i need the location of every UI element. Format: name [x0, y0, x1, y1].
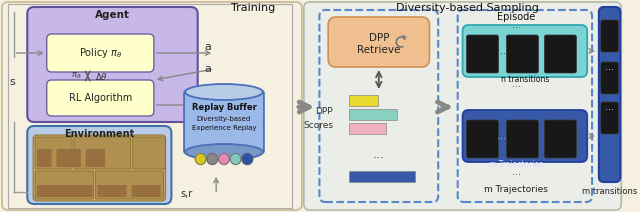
FancyBboxPatch shape: [304, 2, 621, 210]
FancyBboxPatch shape: [47, 80, 154, 116]
FancyBboxPatch shape: [506, 35, 538, 73]
Text: ...: ...: [605, 62, 614, 72]
Ellipse shape: [185, 144, 263, 160]
Text: s,r: s,r: [181, 189, 193, 199]
FancyBboxPatch shape: [86, 149, 105, 167]
FancyBboxPatch shape: [28, 126, 172, 204]
Bar: [349, 171, 415, 182]
Text: n transitions: n transitions: [500, 75, 549, 84]
Ellipse shape: [185, 84, 263, 100]
Text: Scores: Scores: [303, 120, 333, 130]
Text: a: a: [204, 64, 211, 74]
Text: a: a: [204, 42, 211, 52]
Circle shape: [230, 153, 241, 165]
Text: $\pi_\theta$: $\pi_\theta$: [70, 71, 81, 81]
FancyBboxPatch shape: [467, 120, 499, 158]
FancyBboxPatch shape: [467, 35, 499, 73]
FancyBboxPatch shape: [37, 185, 61, 197]
FancyBboxPatch shape: [74, 137, 131, 169]
Circle shape: [207, 153, 218, 165]
Bar: [349, 123, 386, 134]
FancyBboxPatch shape: [545, 35, 577, 73]
FancyBboxPatch shape: [601, 62, 618, 94]
FancyBboxPatch shape: [95, 171, 164, 199]
Bar: [8, 4, 292, 208]
Text: Diversity-based Sampling: Diversity-based Sampling: [396, 3, 539, 13]
Circle shape: [242, 153, 253, 165]
FancyBboxPatch shape: [463, 25, 587, 77]
FancyBboxPatch shape: [97, 185, 127, 197]
Text: RL Algorithm: RL Algorithm: [68, 93, 132, 103]
FancyBboxPatch shape: [545, 120, 577, 158]
Text: ...: ...: [511, 167, 520, 177]
Bar: [349, 109, 397, 120]
FancyBboxPatch shape: [28, 7, 198, 122]
Text: Episode: Episode: [497, 12, 535, 22]
Text: ...: ...: [497, 46, 506, 56]
Text: Environment: Environment: [64, 129, 134, 139]
Text: ...: ...: [497, 131, 506, 141]
Circle shape: [195, 153, 206, 165]
Text: ...: ...: [605, 102, 614, 112]
FancyBboxPatch shape: [58, 185, 93, 197]
FancyBboxPatch shape: [35, 171, 93, 199]
FancyBboxPatch shape: [599, 7, 620, 182]
FancyBboxPatch shape: [47, 34, 154, 72]
Text: Diversity-based: Diversity-based: [197, 116, 251, 122]
Text: DPP: DPP: [316, 107, 333, 117]
Text: ...: ...: [511, 20, 520, 30]
Bar: [349, 95, 378, 106]
FancyBboxPatch shape: [506, 120, 538, 158]
Text: m Trajectories: m Trajectories: [489, 160, 543, 169]
Text: Experience Replay: Experience Replay: [192, 125, 256, 131]
Text: ...: ...: [373, 148, 385, 160]
Text: Agent: Agent: [95, 10, 129, 20]
Text: DPP: DPP: [369, 33, 389, 43]
Text: m Trajectories: m Trajectories: [484, 185, 548, 194]
Text: ...: ...: [511, 79, 520, 89]
FancyBboxPatch shape: [132, 137, 166, 169]
FancyBboxPatch shape: [2, 2, 302, 210]
Text: m transitions: m transitions: [582, 187, 637, 196]
FancyBboxPatch shape: [35, 137, 72, 169]
FancyBboxPatch shape: [131, 185, 161, 197]
Text: s: s: [10, 77, 15, 87]
FancyBboxPatch shape: [37, 149, 52, 167]
Circle shape: [219, 153, 229, 165]
Text: $\Delta\theta$: $\Delta\theta$: [95, 71, 108, 81]
Text: Training: Training: [231, 3, 275, 13]
Text: Replay Buffer: Replay Buffer: [191, 103, 257, 113]
FancyBboxPatch shape: [601, 20, 618, 52]
FancyBboxPatch shape: [601, 102, 618, 134]
Text: Policy $\pi_\theta$: Policy $\pi_\theta$: [79, 46, 122, 60]
FancyBboxPatch shape: [33, 135, 166, 201]
FancyBboxPatch shape: [184, 91, 264, 153]
Text: Retrieve: Retrieve: [357, 45, 401, 55]
FancyBboxPatch shape: [328, 17, 429, 67]
FancyBboxPatch shape: [463, 110, 587, 162]
FancyBboxPatch shape: [56, 149, 81, 167]
